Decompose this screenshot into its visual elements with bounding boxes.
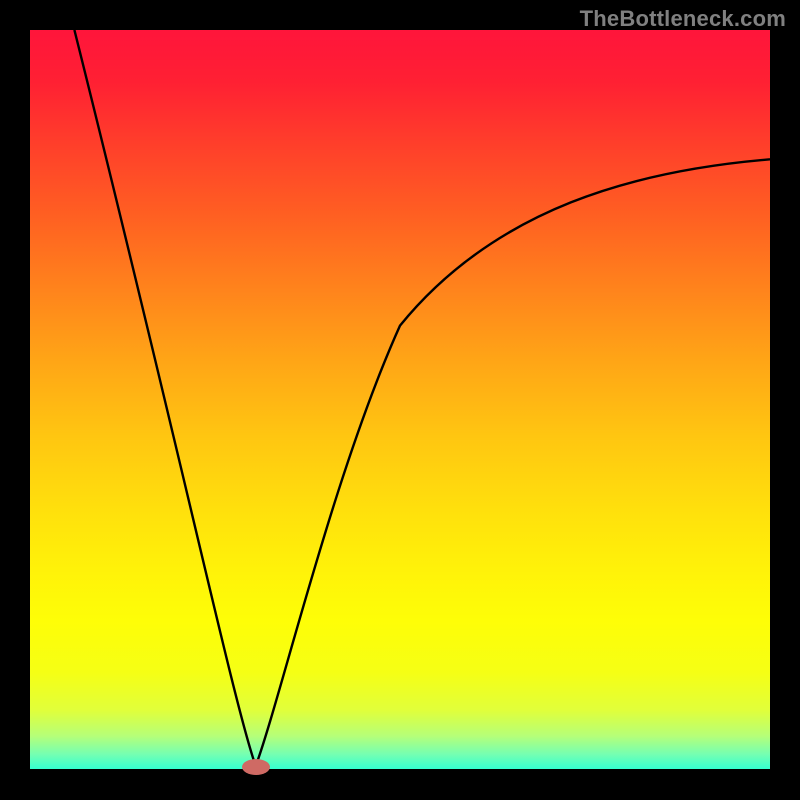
curve-chart (30, 30, 770, 769)
figure-frame: TheBottleneck.com (0, 0, 800, 800)
optimal-point-marker (242, 759, 270, 775)
plot-area (30, 30, 770, 769)
watermark-text: TheBottleneck.com (580, 6, 786, 32)
bottleneck-curve (74, 30, 770, 766)
